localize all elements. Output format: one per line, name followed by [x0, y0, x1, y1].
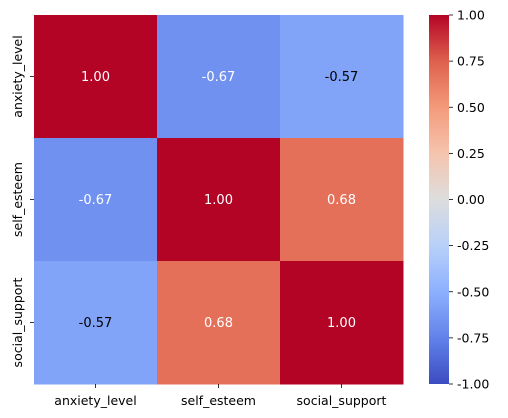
heatmap-cell-label-0-1: -0.67	[202, 70, 236, 85]
heatmap-cells	[34, 15, 404, 385]
heatmap-cell-0-0	[34, 15, 158, 139]
heatmap-cell-1-0	[34, 138, 158, 262]
heatmap-cell-label-1-2: 0.68	[327, 193, 356, 208]
colorbar-tick-label-1: 0.75	[457, 54, 485, 69]
colorbar-tick-label-0: 1.00	[457, 8, 485, 23]
heatmap-cell-2-1	[157, 261, 281, 385]
y-tick-label-0: anxiety_level	[10, 35, 25, 117]
x-tick-label-1: self_esteem	[181, 393, 256, 408]
colorbar-gradient	[429, 15, 449, 384]
heatmap-cell-2-0	[34, 261, 158, 385]
heatmap-cell-0-2	[280, 15, 404, 139]
heatmap-cell-1-1	[157, 138, 281, 262]
colorbar-tick-label-3: 0.25	[457, 146, 485, 161]
x-tick-label-2: social_support	[297, 393, 387, 408]
y-axis-ticks: anxiety_level self_esteem social_support	[10, 35, 34, 367]
heatmap-cell-labels: 1.00 -0.67 -0.57 -0.67 1.00 0.68 -0.57 0.68 1.00	[79, 70, 359, 331]
y-tick-label-2: social_support	[10, 277, 25, 367]
colorbar-tick-label-7: -0.75	[457, 330, 489, 345]
heatmap-cell-label-2-1: 0.68	[204, 316, 233, 331]
colorbar-tick-label-6: -0.50	[457, 284, 489, 299]
heatmap-cell-label-1-1: 1.00	[204, 193, 233, 208]
colorbar-tick-label-5: -0.25	[457, 238, 489, 253]
y-tick-label-1: self_esteem	[10, 162, 25, 237]
colorbar-tick-label-4: 0.00	[457, 192, 485, 207]
x-tick-label-0: anxiety_level	[54, 393, 136, 408]
heatmap-cell-label-2-2: 1.00	[327, 316, 356, 331]
colorbar-tick-label-8: -1.00	[457, 377, 489, 392]
x-axis-ticks: anxiety_level self_esteem social_support	[54, 384, 387, 408]
heatmap-cell-1-2	[280, 138, 404, 262]
heatmap-cell-label-2-0: -0.57	[79, 316, 113, 331]
colorbar-tick-label-2: 0.50	[457, 100, 485, 115]
colorbar: 1.00 0.75 0.50 0.25 0.00 -0.25 -0.50 -0.75 -1.00	[429, 8, 489, 392]
heatmap-cell-label-0-2: -0.57	[325, 70, 359, 85]
heatmap-cell-0-1	[157, 15, 281, 139]
heatmap-cell-label-0-0: 1.00	[81, 70, 110, 85]
heatmap-cell-label-1-0: -0.67	[79, 193, 113, 208]
heatmap-cell-2-2	[280, 261, 404, 385]
